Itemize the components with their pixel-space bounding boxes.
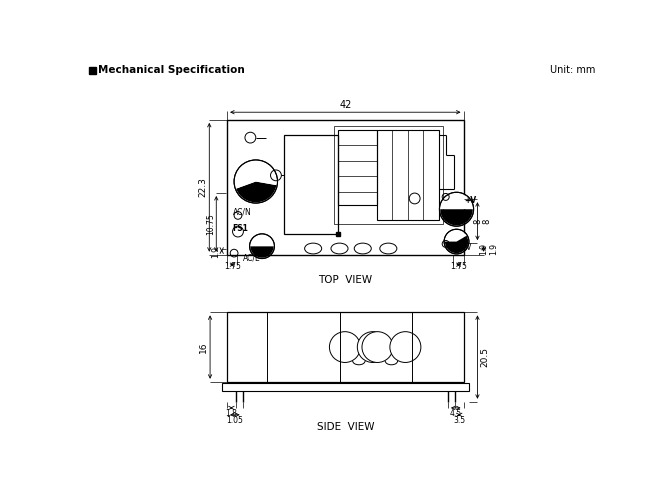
Text: +V: +V <box>464 196 476 205</box>
Wedge shape <box>235 161 277 189</box>
Bar <box>338 130 377 205</box>
Text: 1.05: 1.05 <box>226 417 243 425</box>
Circle shape <box>362 331 393 363</box>
Text: 1.9: 1.9 <box>211 246 220 258</box>
Text: -V: -V <box>464 243 472 252</box>
Text: 1.75: 1.75 <box>450 262 467 271</box>
Text: AC/N: AC/N <box>232 208 251 217</box>
Wedge shape <box>445 236 468 253</box>
Circle shape <box>330 331 360 363</box>
Bar <box>283 135 338 234</box>
Text: 22.3: 22.3 <box>198 177 207 197</box>
Ellipse shape <box>331 243 348 254</box>
Text: 1.75: 1.75 <box>224 262 241 271</box>
Text: Unit: mm: Unit: mm <box>550 65 595 75</box>
Text: TOP  VIEW: TOP VIEW <box>318 275 373 285</box>
Text: 4.5: 4.5 <box>450 409 462 418</box>
Text: Mechanical Specification: Mechanical Specification <box>98 65 245 75</box>
Text: 3.5: 3.5 <box>453 417 465 425</box>
Wedge shape <box>251 235 273 246</box>
Bar <box>89 67 96 74</box>
Ellipse shape <box>380 243 397 254</box>
Text: FS1: FS1 <box>232 224 249 233</box>
Bar <box>336 232 340 236</box>
Text: 1.9: 1.9 <box>489 243 498 255</box>
Circle shape <box>357 331 389 363</box>
Text: 20.5: 20.5 <box>480 347 490 367</box>
Wedge shape <box>445 230 466 242</box>
Wedge shape <box>251 246 273 258</box>
Wedge shape <box>236 181 277 202</box>
Ellipse shape <box>305 243 322 254</box>
Text: 8: 8 <box>473 219 482 224</box>
Wedge shape <box>440 209 473 226</box>
Text: 16: 16 <box>199 341 208 353</box>
Text: SIDE  VIEW: SIDE VIEW <box>316 422 374 432</box>
Text: AC/L: AC/L <box>243 254 261 263</box>
Bar <box>227 312 464 382</box>
Ellipse shape <box>354 243 371 254</box>
Text: 1.9: 1.9 <box>479 243 488 255</box>
Text: 1.8: 1.8 <box>225 409 237 418</box>
Text: 8: 8 <box>483 219 492 224</box>
Bar <box>334 126 443 224</box>
Bar <box>227 120 464 255</box>
Circle shape <box>390 331 421 363</box>
Bar <box>377 130 439 220</box>
Text: 10.75: 10.75 <box>206 213 214 235</box>
Bar <box>222 383 469 391</box>
Text: 42: 42 <box>339 100 352 110</box>
Wedge shape <box>440 193 473 209</box>
